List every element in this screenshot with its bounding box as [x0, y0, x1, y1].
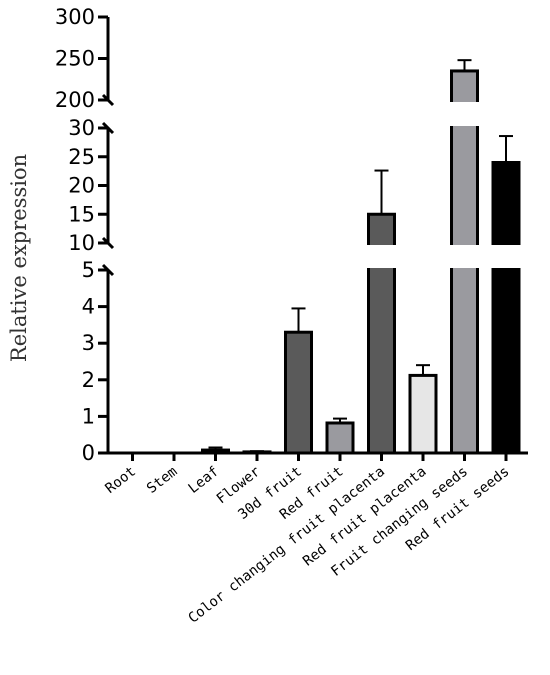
y-axis: 0 1 2 3 4 5 10 15 20 25 30 200 250 300 [55, 5, 115, 465]
axis-break-mark [101, 121, 115, 135]
y-tick-label: 10 [68, 231, 95, 255]
bar-break-gap [490, 245, 522, 268]
axis-break-mark [101, 93, 115, 107]
y-tick-label: 30 [68, 116, 95, 140]
bars [201, 59, 522, 455]
y-tick-label: 15 [68, 202, 95, 226]
y-tick-label: 1 [82, 404, 95, 428]
y-tick-label: 0 [82, 441, 95, 465]
bar [284, 330, 313, 455]
y-tick-label: 4 [82, 295, 95, 319]
y-tick-label: 25 [68, 145, 95, 169]
x-tick-label: Stem [144, 464, 180, 497]
y-tick-label: 3 [82, 331, 95, 355]
x-tick-label: Root [103, 464, 139, 497]
bar [491, 161, 521, 455]
y-tick-label: 300 [55, 5, 95, 29]
y-axis-label: Relative expression [7, 154, 31, 362]
bar [325, 421, 355, 455]
bar [408, 373, 438, 455]
y-tick-label: 2 [82, 368, 95, 392]
y-tick-label: 200 [55, 88, 95, 112]
axis-break-mark [101, 263, 115, 277]
y-tick-label: 20 [68, 174, 95, 198]
bar-break-gap [448, 102, 481, 126]
bar-break-gap [365, 245, 398, 268]
y-tick-label: 250 [55, 47, 95, 71]
axis-break-mark [101, 236, 115, 250]
bar-break-gap [448, 245, 481, 268]
y-tick-label: 5 [82, 258, 95, 282]
